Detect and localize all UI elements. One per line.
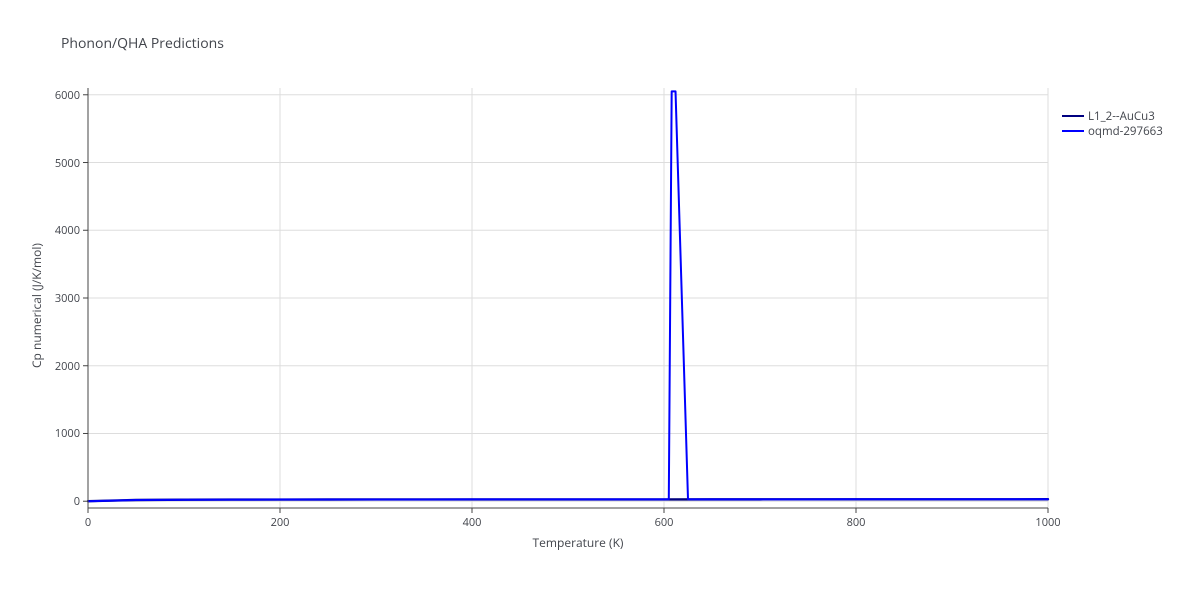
legend-entry[interactable]: L1_2--AuCu3	[1062, 109, 1155, 123]
series-line[interactable]	[88, 91, 1048, 501]
y-tick-label: 6000	[55, 88, 80, 103]
chart-root: Phonon/QHA Predictions 02004006008001000…	[0, 0, 1200, 600]
y-axis-title: Cp numerical (J/K/mol)	[28, 243, 45, 368]
y-tick-label: 2000	[55, 359, 80, 374]
y-tick-label: 3000	[55, 291, 80, 306]
x-tick-label: 200	[260, 515, 300, 530]
x-tick-label: 0	[68, 515, 108, 530]
legend-label: oqmd-297663	[1088, 124, 1163, 139]
legend-swatch-icon	[1062, 130, 1084, 132]
legend-swatch-icon	[1062, 115, 1084, 117]
x-tick-label: 1000	[1028, 515, 1068, 530]
x-tick-label: 800	[836, 515, 876, 530]
y-tick-label: 5000	[55, 156, 80, 171]
y-tick-label: 0	[74, 494, 80, 509]
y-tick-label: 1000	[55, 426, 80, 441]
legend-label: L1_2--AuCu3	[1088, 109, 1155, 124]
x-tick-label: 600	[644, 515, 684, 530]
y-tick-label: 4000	[55, 223, 80, 238]
x-tick-label: 400	[452, 515, 492, 530]
legend-entry[interactable]: oqmd-297663	[1062, 124, 1163, 138]
plot-area	[0, 0, 1200, 600]
x-axis-title: Temperature (K)	[518, 534, 638, 551]
